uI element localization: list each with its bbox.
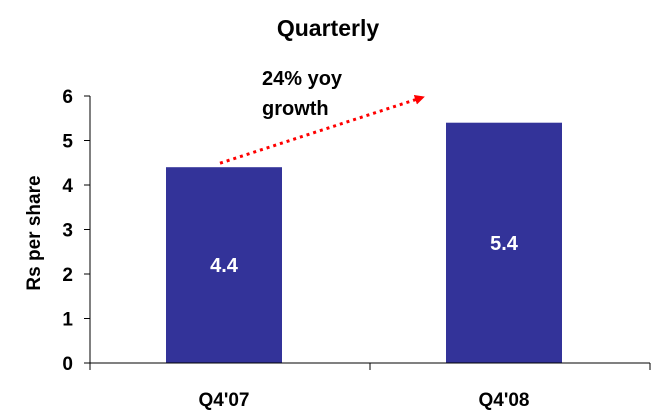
x-axis: Q4'07 Q4'08 — [89, 363, 651, 411]
annotation-line-1: 24% yoy — [262, 68, 343, 90]
x-category-label: Q4'07 — [199, 390, 250, 411]
y-tick-label: 1 — [62, 310, 73, 331]
annotation-line-2: growth — [262, 98, 329, 120]
growth-annotation: 24% yoy growth — [219, 68, 425, 165]
y-axis: 0 1 2 3 4 5 6 — [62, 87, 90, 375]
y-tick-label: 4 — [62, 176, 73, 197]
bars: 4.4 5.4 — [166, 122, 562, 363]
x-category-label: Q4'08 — [479, 390, 530, 411]
chart-title: Quarterly — [277, 15, 379, 41]
y-tick-label: 3 — [62, 221, 73, 242]
y-tick-label: 2 — [62, 265, 73, 286]
y-tick-label: 6 — [62, 87, 73, 108]
data-label: 4.4 — [210, 255, 239, 277]
data-label: 5.4 — [490, 233, 519, 255]
y-tick-label: 0 — [62, 354, 73, 375]
y-tick-label: 5 — [62, 132, 73, 153]
bar-q407 — [166, 167, 282, 363]
bar-q408 — [446, 122, 562, 363]
growth-arrow — [219, 94, 425, 165]
y-axis-label: Rs per share — [24, 175, 45, 290]
